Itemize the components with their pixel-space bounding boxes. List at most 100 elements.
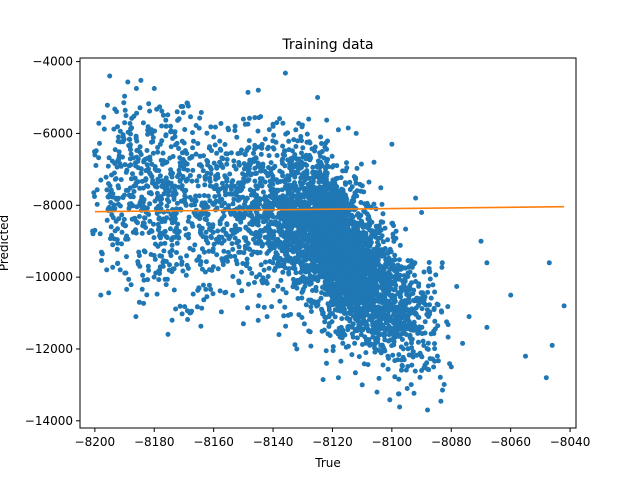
data-point: [354, 270, 360, 276]
data-point: [240, 321, 246, 327]
data-point: [391, 238, 397, 244]
data-point: [368, 233, 374, 239]
y-tick-label: −4000: [32, 55, 73, 69]
data-point: [264, 250, 270, 256]
data-point: [135, 220, 140, 226]
data-point: [252, 171, 258, 176]
data-point: [484, 324, 490, 330]
data-point: [363, 233, 369, 239]
data-point: [152, 166, 158, 172]
data-point: [364, 211, 370, 217]
data-point: [293, 235, 299, 241]
data-point: [444, 319, 450, 325]
data-point: [243, 225, 249, 231]
data-point: [197, 230, 203, 236]
data-point: [391, 223, 396, 229]
data-point: [435, 323, 441, 329]
data-point: [309, 146, 315, 152]
data-point: [278, 277, 284, 283]
data-point: [384, 279, 390, 285]
data-point: [119, 212, 125, 218]
data-point: [299, 150, 304, 156]
data-point: [141, 159, 147, 165]
data-point: [278, 241, 284, 247]
data-point: [396, 333, 402, 339]
data-point: [410, 349, 416, 355]
data-point: [217, 138, 223, 144]
data-point: [167, 226, 173, 232]
data-point: [387, 397, 393, 403]
data-point: [204, 217, 209, 223]
data-point: [154, 184, 160, 190]
data-point: [315, 195, 321, 201]
data-point: [116, 216, 122, 222]
data-point: [366, 179, 372, 185]
data-point: [138, 170, 144, 176]
data-point: [210, 246, 216, 252]
data-point: [200, 282, 206, 288]
data-point: [373, 276, 379, 282]
data-point: [117, 128, 123, 134]
data-point: [379, 201, 385, 207]
data-point: [219, 155, 225, 161]
data-point: [401, 265, 407, 271]
data-point: [389, 257, 395, 263]
data-point: [422, 319, 428, 325]
data-point: [228, 183, 234, 189]
data-point: [286, 147, 292, 153]
data-point: [243, 263, 249, 269]
data-point: [249, 270, 255, 276]
data-point: [294, 346, 300, 352]
data-point: [112, 147, 118, 153]
data-point: [354, 188, 360, 194]
data-point: [300, 286, 306, 292]
data-point: [202, 174, 208, 179]
data-point: [272, 199, 278, 204]
data-point: [335, 276, 341, 282]
data-point: [283, 131, 289, 137]
data-point: [146, 212, 152, 217]
data-point: [354, 165, 360, 171]
data-point: [176, 116, 182, 122]
data-point: [224, 161, 230, 167]
data-point: [342, 256, 348, 262]
data-point: [197, 153, 203, 159]
data-point: [407, 334, 413, 340]
data-point: [238, 184, 244, 190]
data-point: [434, 301, 440, 307]
data-point: [180, 268, 186, 274]
data-point: [270, 121, 276, 127]
data-point: [377, 267, 383, 273]
data-point: [372, 349, 378, 355]
data-point: [431, 331, 437, 336]
data-point: [326, 307, 332, 313]
data-point: [347, 304, 353, 310]
data-point: [228, 150, 234, 156]
data-point: [98, 249, 104, 255]
data-point: [380, 239, 386, 245]
data-point: [256, 239, 262, 245]
data-point: [140, 272, 146, 278]
data-point: [125, 79, 131, 85]
data-point: [261, 304, 267, 310]
data-point: [424, 312, 430, 317]
data-point: [122, 162, 128, 168]
x-tick-label: −8120: [312, 435, 353, 449]
data-point: [255, 317, 261, 323]
data-point: [261, 267, 267, 273]
data-point: [270, 260, 276, 266]
data-point: [178, 255, 183, 261]
data-point: [368, 292, 374, 298]
data-point: [271, 132, 277, 138]
data-point: [343, 291, 349, 296]
data-point: [155, 149, 161, 155]
data-point: [307, 140, 313, 146]
data-point: [114, 109, 120, 115]
data-point: [196, 285, 202, 291]
data-point: [234, 240, 240, 246]
data-point: [116, 157, 122, 163]
data-point: [410, 307, 416, 313]
data-point: [268, 166, 274, 172]
data-point: [187, 173, 193, 178]
data-point: [378, 278, 384, 284]
